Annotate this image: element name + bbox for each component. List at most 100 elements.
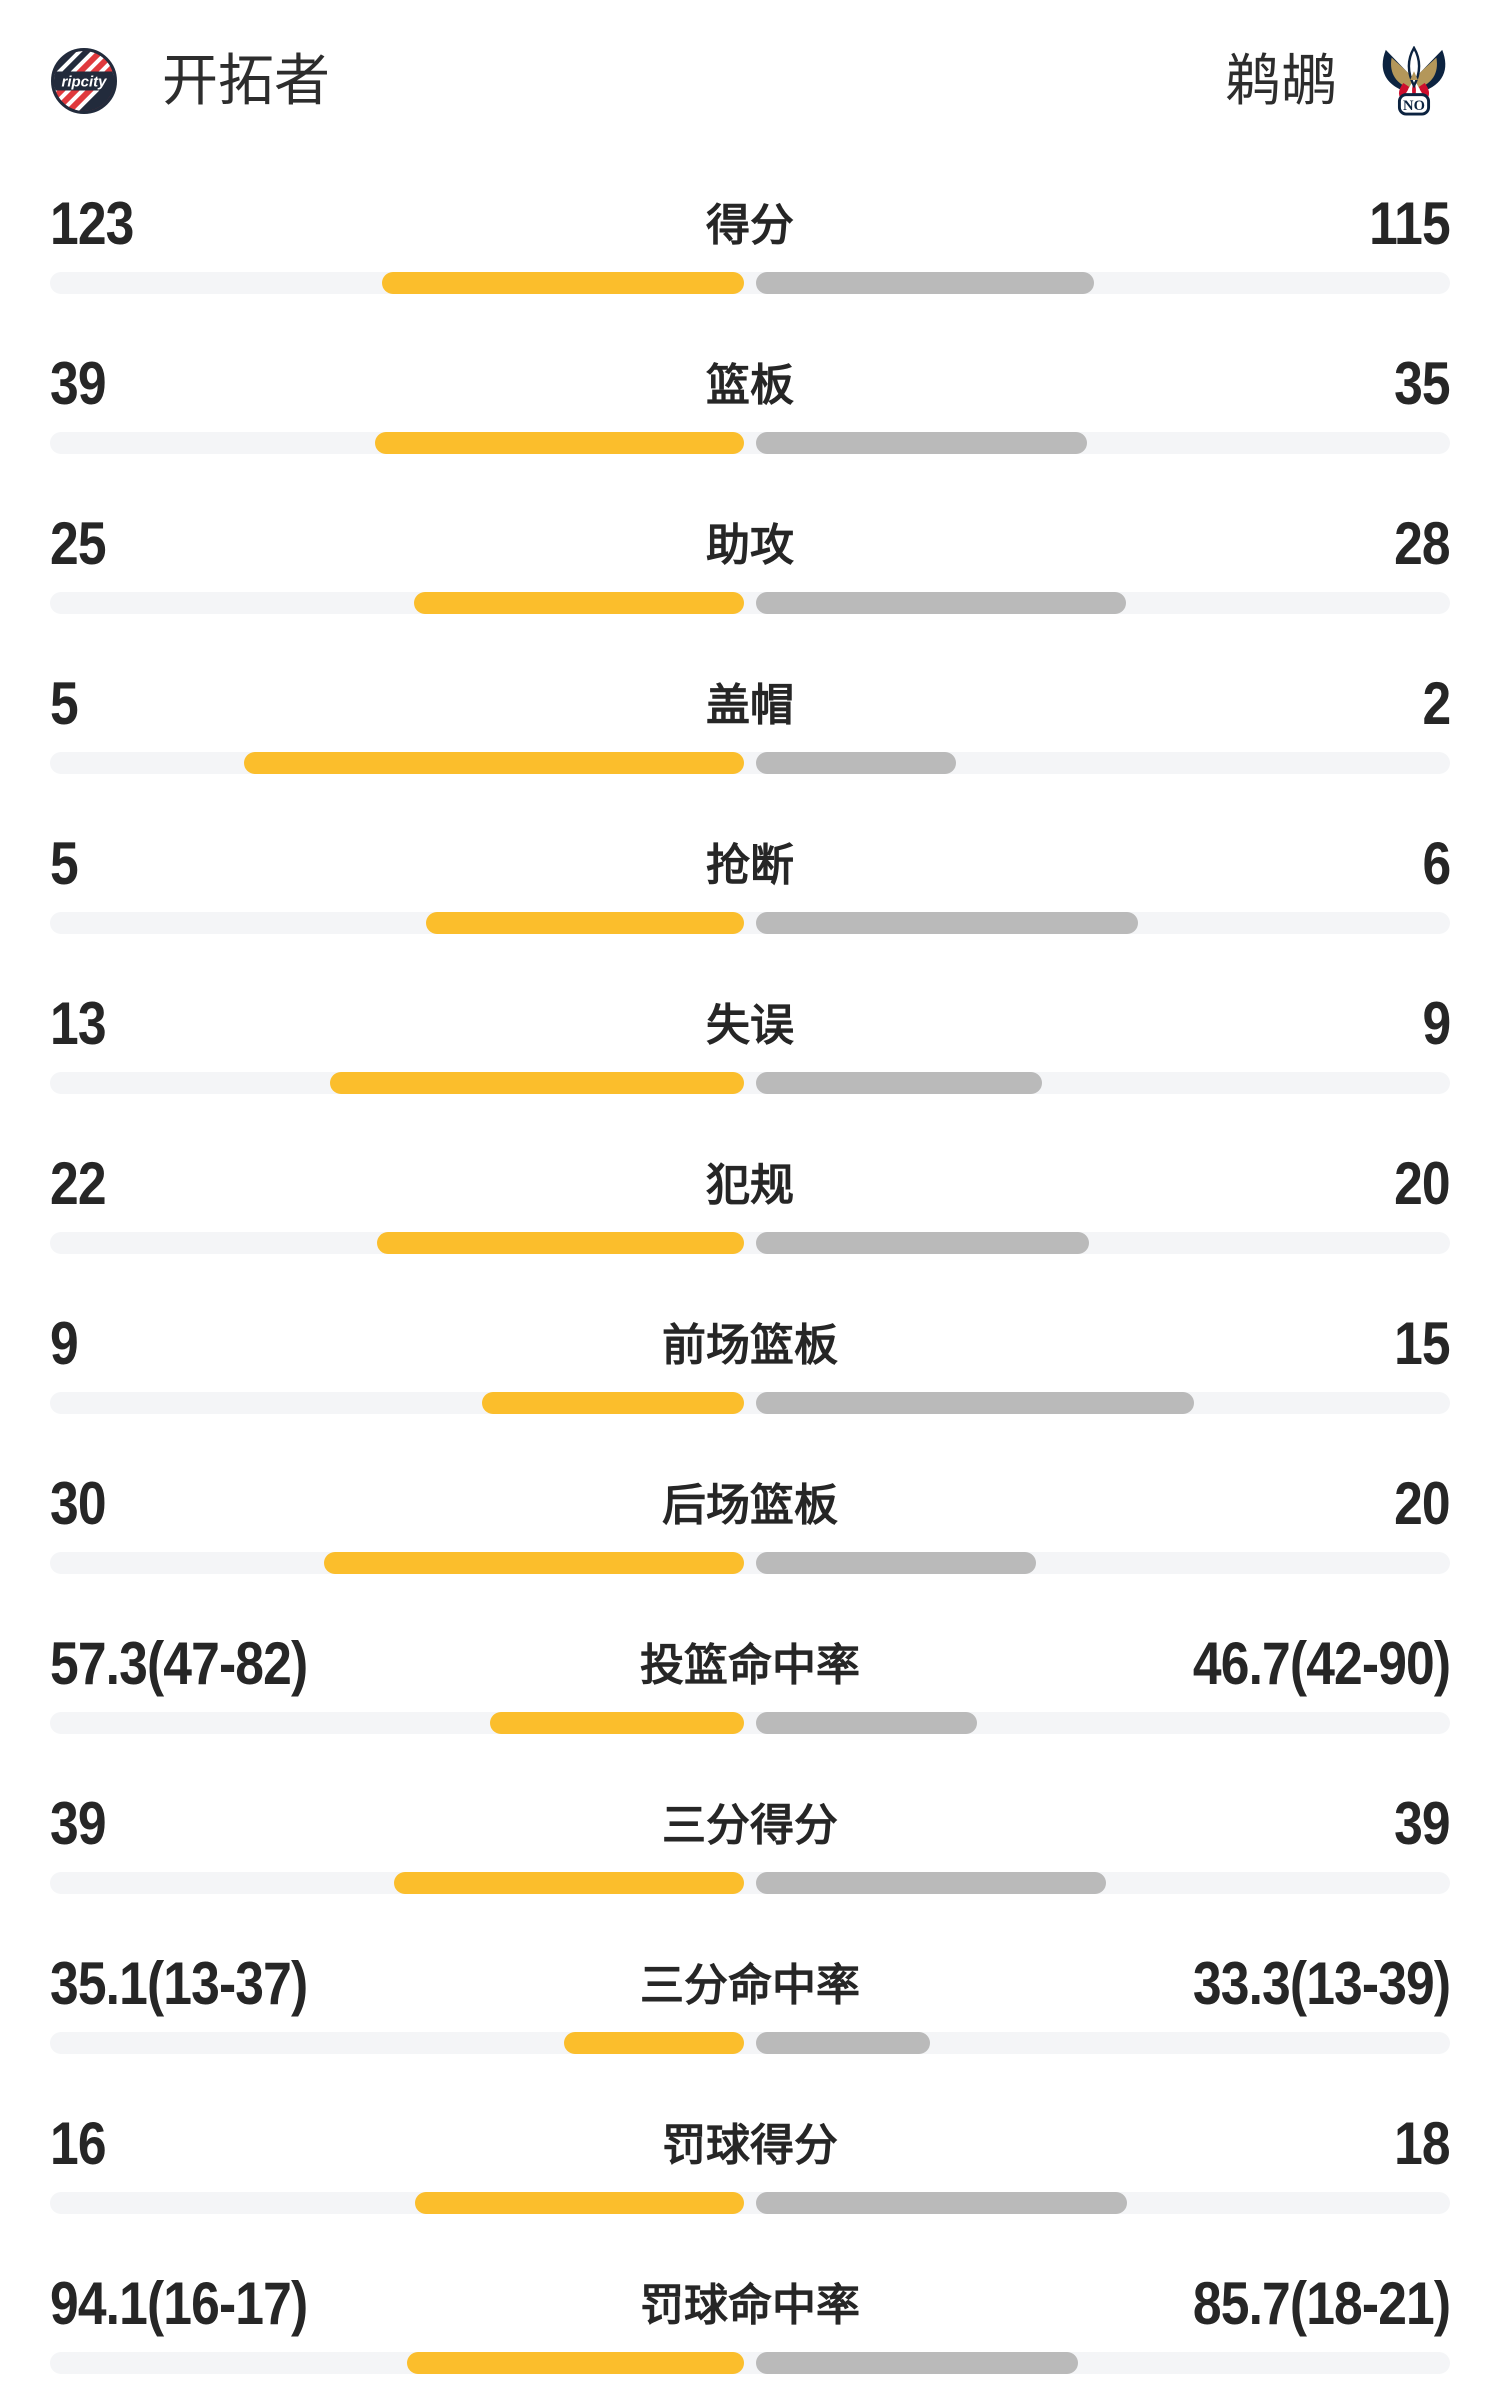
stat-value-right: 20 (1394, 1150, 1451, 1217)
stat-bar-right-team (756, 912, 1138, 934)
stat-row: 5 抢断 6 (0, 792, 1500, 952)
stat-value-left: 30 (50, 1470, 107, 1537)
stat-bar-left-team (324, 1552, 744, 1574)
stat-bar-track (50, 1552, 1450, 1574)
stat-bar-right-team (756, 1072, 1042, 1094)
stat-label: 犯规 (706, 1161, 794, 1210)
stat-bar-track (50, 592, 1450, 614)
stat-bar-right-team (756, 2352, 1078, 2374)
stat-bar-left-team (375, 432, 744, 454)
stat-value-left: 16 (50, 2110, 107, 2177)
teams-header: ripcity 开拓者 鹈鹕 NO (0, 0, 1500, 152)
stat-bar-track (50, 1232, 1450, 1254)
stat-row: 9 前场篮板 15 (0, 1272, 1500, 1432)
stat-row: 39 篮板 35 (0, 312, 1500, 472)
team-left-name: 开拓者 (162, 49, 330, 112)
stat-bar-track (50, 1872, 1450, 1894)
stat-label: 抢断 (706, 841, 794, 890)
stat-row: 30 后场篮板 20 (0, 1432, 1500, 1592)
stat-bar-right-team (756, 752, 956, 774)
stat-value-left: 25 (50, 510, 107, 577)
stat-value-left: 94.1(16-17) (50, 2270, 308, 2337)
stat-bar-right-team (756, 272, 1094, 294)
stat-row: 57.3(47-82) 投篮命中率 46.7(42-90) (0, 1592, 1500, 1752)
blazers-ripcity-logo: ripcity (50, 47, 118, 115)
pelicans-no-logo: NO (1377, 46, 1451, 116)
stat-bar-right-team (756, 1552, 1036, 1574)
stat-bar-track (50, 1392, 1450, 1414)
stat-bar-left-team (407, 2352, 744, 2374)
stat-value-right: 115 (1369, 190, 1451, 257)
stat-row: 123 得分 115 (0, 152, 1500, 312)
stat-value-left: 5 (50, 670, 79, 737)
stat-value-right: 18 (1394, 2110, 1451, 2177)
stat-bar-track (50, 272, 1450, 294)
stat-bar-left-team (330, 1072, 744, 1094)
stat-bar-track (50, 2032, 1450, 2054)
stat-bar-left-team (382, 272, 744, 294)
stat-value-left: 13 (50, 990, 107, 1057)
stat-value-left: 39 (50, 350, 107, 417)
team-right-name: 鹈鹕 (1225, 49, 1337, 112)
stat-label: 得分 (706, 201, 794, 250)
stat-bar-left-team (414, 592, 744, 614)
stat-bar-track (50, 2352, 1450, 2374)
stat-value-right: 20 (1394, 1470, 1451, 1537)
stat-bar-right-team (756, 1712, 977, 1734)
stat-label: 篮板 (706, 361, 794, 410)
stat-bar-right-team (756, 1232, 1089, 1254)
stat-row: 39 三分得分 39 (0, 1752, 1500, 1912)
stat-row: 35.1(13-37) 三分命中率 33.3(13-39) (0, 1912, 1500, 2072)
stat-row: 22 犯规 20 (0, 1112, 1500, 1272)
stat-row: 94.1(16-17) 罚球命中率 85.7(18-21) (0, 2232, 1500, 2392)
stat-value-right: 85.7(18-21) (1192, 2270, 1451, 2337)
stat-bar-track (50, 912, 1450, 934)
stat-bar-left-team (244, 752, 744, 774)
stat-label: 助攻 (706, 521, 794, 570)
stat-label: 失误 (706, 1001, 794, 1050)
stat-bar-left-team (415, 2192, 744, 2214)
stat-bar-track (50, 432, 1450, 454)
stat-bar-track (50, 2192, 1450, 2214)
stat-value-right: 35 (1394, 350, 1451, 417)
stat-value-right: 46.7(42-90) (1192, 1630, 1451, 1697)
stat-label: 后场篮板 (662, 1481, 838, 1530)
stats-list: 123 得分 115 39 篮板 35 25 助攻 28 5 盖帽 2 (0, 152, 1500, 2392)
stat-bar-left-team (377, 1232, 744, 1254)
stat-bar-right-team (756, 1872, 1106, 1894)
stat-value-right: 39 (1394, 1790, 1451, 1857)
stat-bar-track (50, 1712, 1450, 1734)
stat-value-right: 15 (1394, 1310, 1451, 1377)
stat-value-right: 9 (1422, 990, 1451, 1057)
svg-text:ripcity: ripcity (61, 74, 107, 91)
stat-value-left: 35.1(13-37) (50, 1950, 308, 2017)
stat-bar-track (50, 752, 1450, 774)
svg-text:NO: NO (1403, 98, 1425, 114)
stat-bar-left-team (426, 912, 744, 934)
stat-bar-left-team (394, 1872, 744, 1894)
stat-bar-right-team (756, 2192, 1127, 2214)
stat-label: 罚球得分 (662, 2121, 838, 2170)
stat-label: 投篮命中率 (640, 1641, 860, 1690)
stat-label: 罚球命中率 (640, 2281, 860, 2330)
stat-value-right: 28 (1394, 510, 1451, 577)
stat-row: 16 罚球得分 18 (0, 2072, 1500, 2232)
stat-bar-track (50, 1072, 1450, 1094)
stat-value-right: 2 (1422, 670, 1451, 737)
stat-bar-right-team (756, 592, 1126, 614)
stat-label: 三分得分 (662, 1801, 838, 1850)
stat-bar-right-team (756, 1392, 1194, 1414)
team-left: ripcity 开拓者 (50, 47, 330, 115)
stat-label: 三分命中率 (640, 1961, 860, 2010)
stat-bar-right-team (756, 2032, 930, 2054)
stat-value-left: 123 (50, 190, 134, 257)
stat-label: 前场篮板 (662, 1321, 838, 1370)
stat-value-left: 57.3(47-82) (50, 1630, 308, 1697)
stat-label: 盖帽 (706, 681, 794, 730)
stat-row: 25 助攻 28 (0, 472, 1500, 632)
stat-bar-left-team (490, 1712, 744, 1734)
stat-value-left: 39 (50, 1790, 107, 1857)
stat-bar-left-team (564, 2032, 744, 2054)
stat-row: 5 盖帽 2 (0, 632, 1500, 792)
stat-value-right: 33.3(13-39) (1192, 1950, 1451, 2017)
